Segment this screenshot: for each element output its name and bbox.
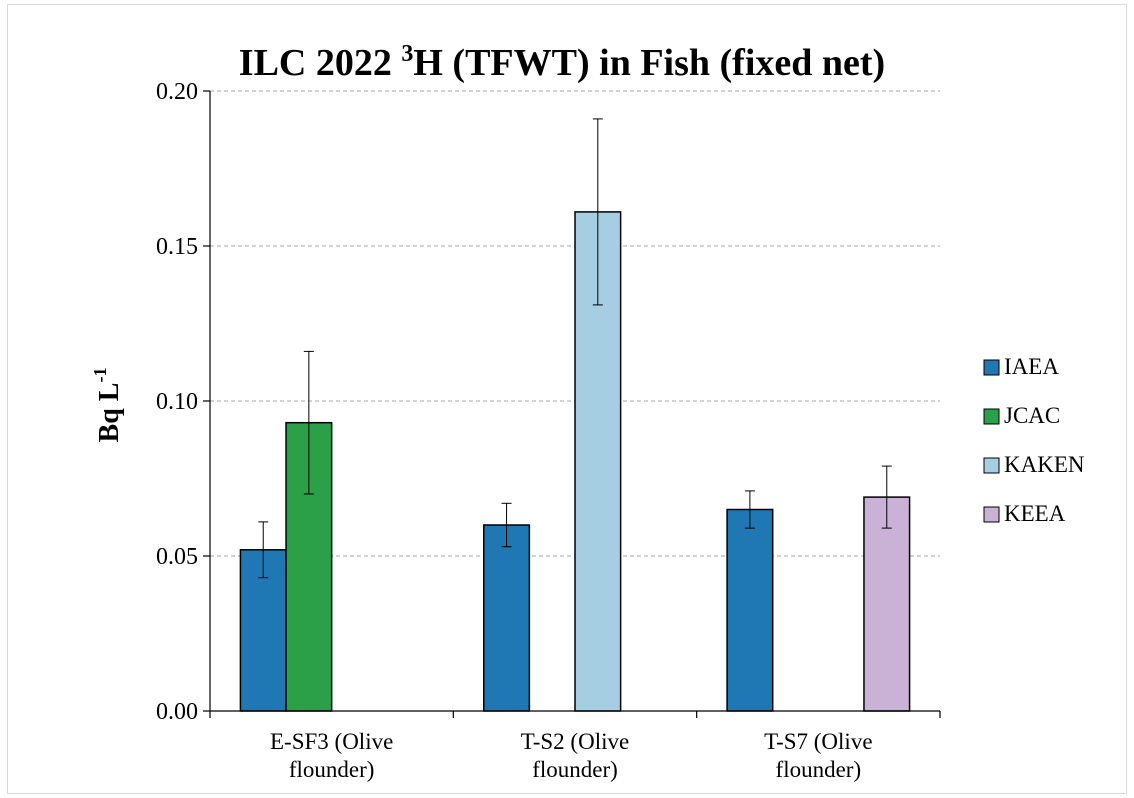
x-category-label: flounder) — [289, 757, 375, 782]
x-category-label: flounder) — [532, 757, 618, 782]
y-tick-label: 0.20 — [156, 79, 198, 105]
legend-label: JCAC — [1004, 403, 1060, 428]
x-category-labels: E-SF3 (Olive flounder) T-S2 (Olive flounder… — [270, 729, 873, 782]
chart-frame: ILC 2022 3H (TFWT) in Fish (fixed net) B… — [7, 4, 1127, 794]
legend-label: IAEA — [1004, 354, 1059, 379]
y-tick-label: 0.00 — [156, 699, 198, 725]
y-tick-label: 0.15 — [156, 234, 198, 260]
x-category-label: E-SF3 (Olive — [270, 729, 393, 754]
y-axis-label: Bq L-1 — [90, 368, 125, 443]
legend-label: KEEA — [1004, 501, 1066, 526]
y-tick-label: 0.05 — [156, 544, 198, 570]
chart-canvas: ILC 2022 3H (TFWT) in Fish (fixed net) B… — [90, 41, 1085, 782]
bar-iaea — [726, 508, 774, 712]
x-category-label: T-S7 (Olive — [764, 729, 872, 754]
legend-swatch — [983, 359, 1000, 376]
legend-label: KAKEN — [1004, 452, 1085, 477]
legend-swatch — [983, 506, 1000, 523]
legend-swatch — [983, 408, 1000, 425]
bars — [239, 211, 911, 712]
y-tick-label: 0.10 — [156, 389, 198, 415]
bar-keea — [863, 496, 911, 712]
chart-title: ILC 2022 3H (TFWT) in Fish (fixed net) — [239, 41, 885, 84]
x-category-label: T-S2 (Olive — [521, 729, 629, 754]
x-category-label: flounder) — [776, 757, 862, 782]
bar-iaea — [483, 524, 531, 712]
legend: IAEA JCAC KAKEN KEEA — [983, 354, 1085, 526]
error-bars — [258, 118, 892, 579]
y-tick-labels: 0.00 0.05 0.10 0.15 0.20 — [156, 79, 198, 725]
axes — [203, 90, 941, 718]
legend-swatch — [983, 457, 1000, 474]
